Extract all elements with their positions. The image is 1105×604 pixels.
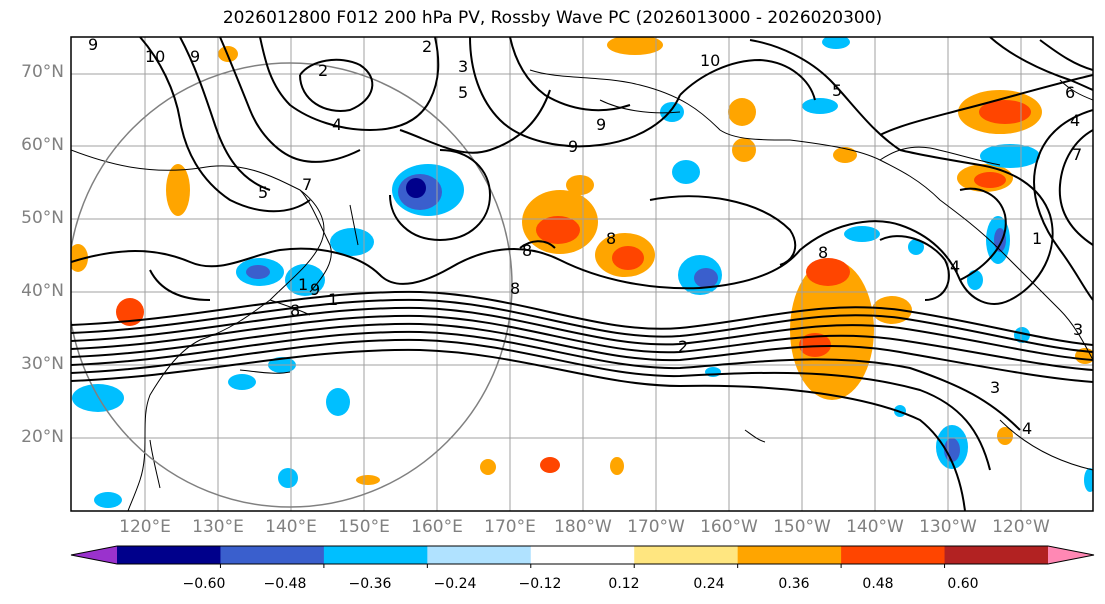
colorbar-tick-label: 0.60 xyxy=(947,576,979,592)
colorbar-extend-high xyxy=(1048,546,1094,564)
colorbar-tick-label: −0.60 xyxy=(182,576,226,592)
contour-label: 3 xyxy=(990,378,1000,397)
contour-label: 8 xyxy=(818,243,828,262)
range-circle xyxy=(71,62,513,508)
contour-label: 8 xyxy=(606,229,616,248)
colorbar-tick-label: 0.36 xyxy=(778,576,810,592)
lon-label: 130°W xyxy=(919,517,977,537)
contour-label: 1 xyxy=(328,290,338,309)
colorbar-tick-label: 0.48 xyxy=(862,576,894,592)
contour-label: 10 xyxy=(700,51,720,70)
lon-label: 160°W xyxy=(700,517,758,537)
contour-label: 4 xyxy=(1070,111,1080,130)
lon-label: 150°W xyxy=(773,517,831,537)
colorbar-bin xyxy=(634,546,739,564)
contour-label: 9 xyxy=(190,47,200,66)
lon-label: 120°W xyxy=(992,517,1050,537)
contour-label: 1 xyxy=(1032,229,1042,248)
colorbar-bin xyxy=(427,546,532,564)
contour-label: 7 xyxy=(1072,145,1082,164)
colorbar-outline xyxy=(70,545,1095,565)
colorbar-tick-label: −0.36 xyxy=(348,576,392,592)
colorbar-bin xyxy=(737,546,842,564)
contour-label: 1 xyxy=(298,275,308,294)
colorbar-tick-label: 0.12 xyxy=(608,576,640,592)
colorbar-tick-label: −0.12 xyxy=(518,576,562,592)
contour-label: 8 xyxy=(510,279,520,298)
colorbar-bin xyxy=(117,546,221,564)
colorbar-tick-label: −0.48 xyxy=(263,576,307,592)
contour-label: 2 xyxy=(318,61,328,80)
contour-label: 8 xyxy=(290,301,300,320)
contour-label: 9 xyxy=(310,280,320,299)
contour-label: 9 xyxy=(596,115,606,134)
contour-label: 5 xyxy=(832,81,842,100)
colorbar-tick-label: 0.24 xyxy=(693,576,725,592)
contour-label: 2 xyxy=(678,337,688,356)
lon-label: 180°W xyxy=(554,517,612,537)
lon-label: 130°E xyxy=(192,517,244,537)
lon-label: 170°E xyxy=(484,517,536,537)
contour-label: 7 xyxy=(302,175,312,194)
lat-label: 20°N xyxy=(21,427,64,447)
contour-label: 4 xyxy=(1022,419,1032,438)
contour-label: 3 xyxy=(1073,320,1083,339)
colorbar-bin xyxy=(323,546,428,564)
lon-label: 160°E xyxy=(411,517,463,537)
contour-label: 6 xyxy=(1065,83,1075,102)
contour-label: 4 xyxy=(332,115,342,134)
contour-label: 2 xyxy=(422,37,432,56)
lat-label: 50°N xyxy=(21,208,64,228)
lat-label: 30°N xyxy=(21,354,64,374)
contour-label: 9 xyxy=(568,137,578,156)
colorbar-bin xyxy=(944,546,1049,564)
contour-label: 10 xyxy=(145,47,165,66)
pv-contours xyxy=(71,37,1093,511)
pv-shading-positive xyxy=(71,37,1093,485)
lon-label: 120°E xyxy=(119,517,171,537)
colorbar-tick-label: −0.24 xyxy=(433,576,477,592)
lon-label: 140°E xyxy=(265,517,317,537)
map-title: 2026012800 F012 200 hPa PV, Rossby Wave … xyxy=(222,8,883,28)
colorbar-extend-low xyxy=(71,546,117,564)
colorbar-bin xyxy=(841,546,946,564)
contour-label: 9 xyxy=(88,35,98,54)
lon-label: 140°W xyxy=(846,517,904,537)
lon-label: 170°W xyxy=(627,517,685,537)
contour-label: 3 xyxy=(458,57,468,76)
contour-label: 5 xyxy=(458,83,468,102)
contour-label: 4 xyxy=(950,257,960,276)
colorbar-bin xyxy=(530,546,635,564)
contour-label: 8 xyxy=(522,241,532,260)
colorbar-bin xyxy=(220,546,325,564)
lat-label: 40°N xyxy=(21,281,64,301)
lat-label: 60°N xyxy=(21,135,64,155)
contour-label: 5 xyxy=(258,183,268,202)
lat-label: 70°N xyxy=(21,62,64,82)
colorbar xyxy=(70,545,1095,568)
lon-label: 150°E xyxy=(338,517,390,537)
